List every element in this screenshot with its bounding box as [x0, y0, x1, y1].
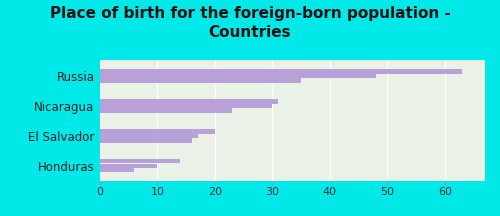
Bar	[100, 108, 232, 113]
Bar	[100, 78, 301, 83]
Bar	[100, 99, 278, 104]
Text: Place of birth for the foreign-born population -
Countries: Place of birth for the foreign-born popu…	[50, 6, 450, 40]
Bar	[100, 159, 180, 164]
Bar	[100, 134, 198, 138]
Bar	[100, 70, 462, 74]
Bar	[100, 74, 376, 78]
Bar	[100, 168, 134, 172]
Bar	[100, 138, 192, 143]
Bar	[100, 164, 158, 168]
Bar	[100, 104, 272, 108]
Bar	[100, 129, 215, 133]
